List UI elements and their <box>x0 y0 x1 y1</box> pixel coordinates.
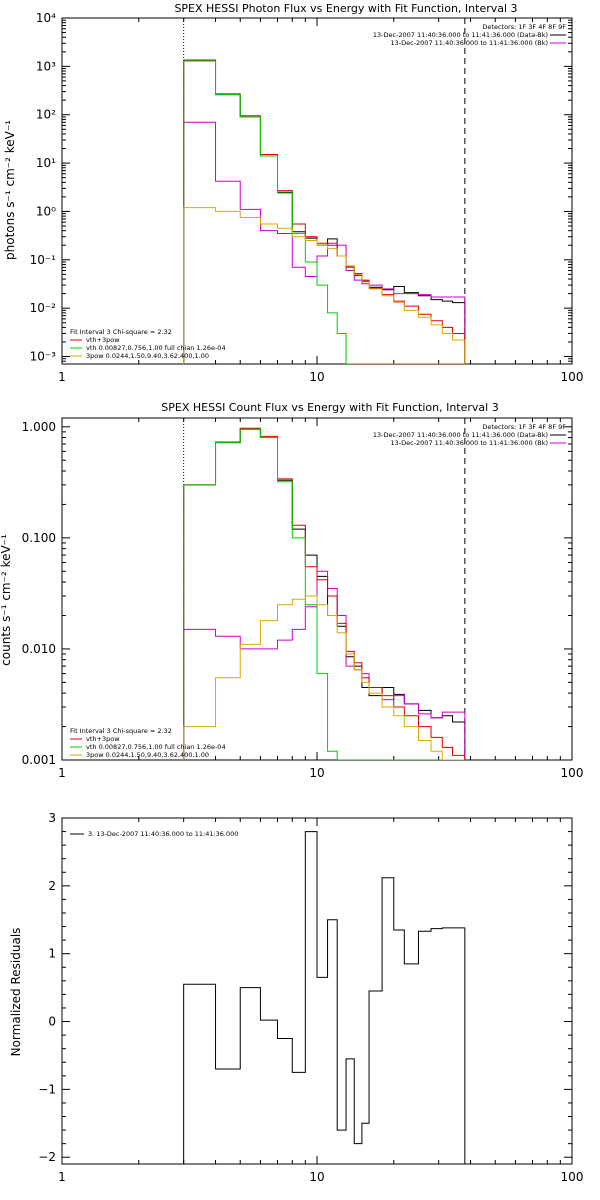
count-x-tick-label: 100 <box>561 766 584 780</box>
photon-y-tick-label: 10⁴ <box>36 11 56 25</box>
count-marks: 1 10 100 0.001 0.010 0.100 1.000 <box>22 418 584 780</box>
count-y-tick-label: 0.100 <box>22 531 56 545</box>
photon-series-3pow <box>183 207 466 364</box>
count-legend-total: vth+3pow <box>86 735 120 743</box>
photon-y-tick-label: 10³ <box>36 59 56 73</box>
photon-flux-panel: SPEX HESSI Photon Flux vs Energy with Fi… <box>3 2 583 384</box>
count-x-tick-label: 10 <box>309 766 324 780</box>
count-x-tick-label: 1 <box>58 766 66 780</box>
photon-legend-3pow: 3pow 0.0244,1.50,9.40,3.62,400,1.00 <box>86 352 209 360</box>
count-y-axis-label: counts s⁻¹ cm⁻² keV⁻¹ <box>0 534 13 666</box>
photon-fit-interval-text: Fit Interval 3 Chi-square = 2.32 <box>70 328 172 336</box>
count-y-tick-label: 0.001 <box>22 753 56 767</box>
photon-info-bk: 13-Dec-2007 11:40:36.000 to 11:41:36.000… <box>391 39 549 47</box>
photon-y-axis-label: photons s⁻¹ cm⁻² keV⁻¹ <box>3 120 17 260</box>
count-flux-panel: SPEX HESSI Count Flux vs Energy with Fit… <box>0 401 583 780</box>
photon-marks: 1 10 100 10⁻³ 10⁻² 10⁻¹ 10⁰ 10¹ 10² 10³ 10⁴ <box>30 11 584 384</box>
count-series-vth-3pow <box>183 427 466 760</box>
photon-y-tick-label: 10¹ <box>36 156 56 170</box>
photon-y-tick-label: 10⁰ <box>36 204 56 218</box>
residuals-x-tick-label: 100 <box>561 1170 584 1184</box>
count-info-data-bk: 13-Dec-2007 11:40:36.000 to 11:41:36.000… <box>373 431 548 439</box>
photon-info-data-bk: 13-Dec-2007 11:40:36.000 to 11:41:36.000… <box>373 31 548 39</box>
photon-y-tick-label: 10² <box>36 108 56 122</box>
residuals-y-tick-label: 0 <box>48 1015 56 1029</box>
photon-plot-frame <box>61 17 573 365</box>
residuals-y-tick-label: −2 <box>38 1150 56 1164</box>
photon-x-tick-label: 10 <box>309 370 324 384</box>
residuals-y-tick-label: 2 <box>48 879 56 893</box>
photon-series-vth-3pow <box>183 59 466 364</box>
photon-legend-vth: vth 0.00827,0.756,1.00 full chian 1.26e-… <box>86 344 226 352</box>
photon-x-tick-label: 1 <box>58 370 66 384</box>
photon-fit-legend: Fit Interval 3 Chi-square = 2.32 vth+3po… <box>70 328 226 360</box>
photon-y-tick-label: 10⁻³ <box>30 350 57 364</box>
count-fit-interval-text: Fit Interval 3 Chi-square = 2.32 <box>70 727 172 735</box>
photon-series-data-bk <box>183 60 466 364</box>
count-y-tick-label: 0.010 <box>22 642 56 656</box>
residuals-legend-text: 3. 13-Dec-2007 11:40:36.000 to 11:41:36.… <box>88 830 238 838</box>
count-legend-3pow: 3pow 0.0244,1.50,9.40,3.62,400,1.00 <box>86 751 209 759</box>
residuals-panel: Normalized Residuals 1 10 100 −2 −1 0 1 2 3 3. 1… <box>9 811 583 1184</box>
photon-detectors-text: Detectors: 1F 3F 4F 8F 9F <box>482 23 566 31</box>
count-chart-title: SPEX HESSI Count Flux vs Energy with Fit… <box>161 401 498 414</box>
count-series-vth <box>183 428 465 760</box>
count-detectors-text: Detectors: 1F 3F 4F 8F 9F <box>482 423 566 431</box>
photon-legend-total: vth+3pow <box>86 336 120 344</box>
residuals-y-tick-label: −1 <box>38 1082 56 1096</box>
residuals-x-tick-label: 1 <box>58 1170 66 1184</box>
residuals-legend: 3. 13-Dec-2007 11:40:36.000 to 11:41:36.… <box>70 830 238 838</box>
residuals-y-tick-label: 1 <box>48 947 56 961</box>
photon-info-box: Detectors: 1F 3F 4F 8F 9F 13-Dec-2007 11… <box>373 23 566 47</box>
count-y-tick-label: 1.000 <box>22 420 56 434</box>
residuals-x-tick-label: 10 <box>309 1170 324 1184</box>
count-info-box: Detectors: 1F 3F 4F 8F 9F 13-Dec-2007 11… <box>373 423 566 447</box>
photon-y-tick-label: 10⁻¹ <box>30 253 57 267</box>
photon-y-tick-label: 10⁻² <box>30 301 57 315</box>
photon-x-tick-label: 100 <box>561 370 584 384</box>
residuals-y-tick-label: 3 <box>48 811 56 825</box>
count-fit-legend: Fit Interval 3 Chi-square = 2.32 vth+3po… <box>70 727 226 759</box>
count-legend-vth: vth 0.00827,0.756,1.00 full chian 1.26e-… <box>86 743 226 751</box>
residuals-y-axis-label: Normalized Residuals <box>9 928 23 1057</box>
count-series-data-bk <box>183 428 466 760</box>
count-series-3pow <box>183 595 465 760</box>
photon-series-vth <box>183 60 465 364</box>
count-series-bk <box>183 570 466 760</box>
residuals-marks: 1 10 100 −2 −1 0 1 2 3 <box>38 811 583 1184</box>
count-info-bk: 13-Dec-2007 11:40:36.000 to 11:41:36.000… <box>391 439 549 447</box>
residuals-series-residuals <box>183 831 466 1164</box>
photon-chart-title: SPEX HESSI Photon Flux vs Energy with Fi… <box>174 2 517 15</box>
